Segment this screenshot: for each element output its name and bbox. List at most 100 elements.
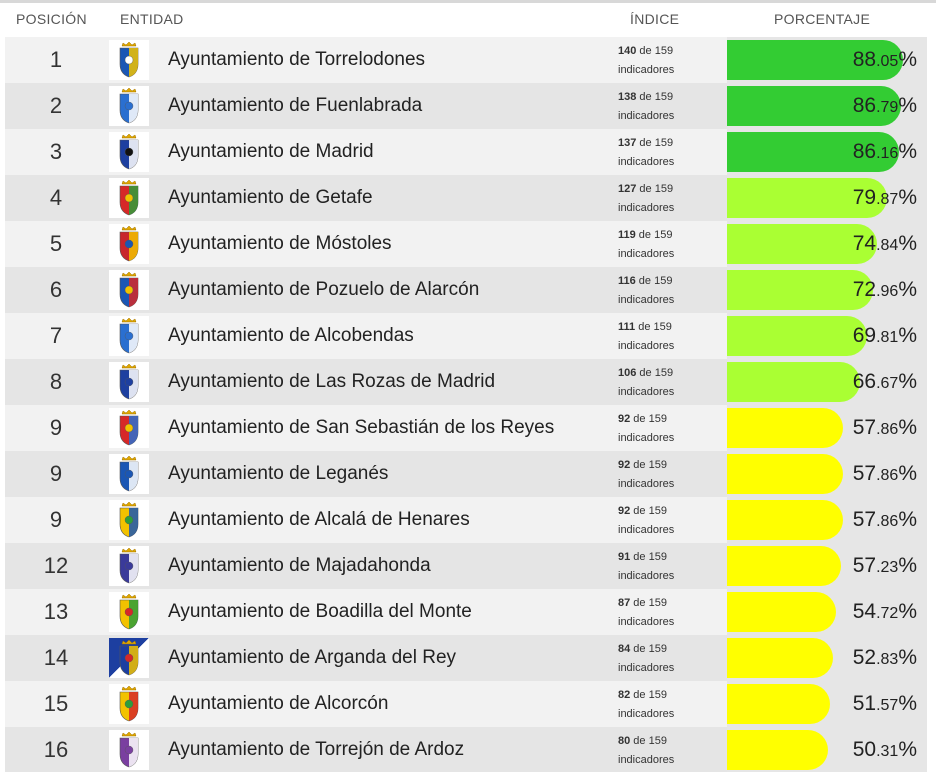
indicator-total: de 159: [636, 183, 674, 195]
top-divider: [0, 0, 936, 3]
indicator-label: indicadores: [618, 64, 675, 76]
torrelodones-coat-of-arms-icon: [109, 40, 149, 80]
table-row[interactable]: 15 Ayuntamiento de Alcorcón 82 de 159 in…: [5, 681, 927, 727]
indicator-count: 111: [618, 321, 636, 333]
entity-name[interactable]: Ayuntamiento de Torrelodones: [168, 49, 426, 70]
rank-position: 2: [49, 93, 63, 118]
entity-name[interactable]: Ayuntamiento de Majadahonda: [168, 555, 431, 576]
table-row[interactable]: 16 Ayuntamiento de Torrejón de Ardoz 80 …: [5, 727, 927, 772]
indicator-label: indicadores: [618, 478, 675, 490]
table-row[interactable]: 1 Ayuntamiento de Torrelodones 140 de 15…: [5, 37, 927, 83]
indicator-total: de 159: [636, 45, 674, 57]
table-row[interactable]: 9 Ayuntamiento de San Sebastián de los R…: [5, 405, 927, 451]
table-row[interactable]: 13 Ayuntamiento de Boadilla del Monte 87…: [5, 589, 927, 635]
percentage-value: 52.83%: [852, 646, 917, 669]
percentage-bar: [727, 730, 828, 770]
table-row[interactable]: 7 Ayuntamiento de Alcobendas 111 de 159 …: [5, 313, 927, 359]
percentage-value: 74.84%: [852, 232, 917, 255]
table-row[interactable]: 6 Ayuntamiento de Pozuelo de Alarcón 116…: [5, 267, 927, 313]
entity-name[interactable]: Ayuntamiento de Alcobendas: [168, 325, 414, 346]
indicator-total: de 159: [630, 505, 667, 517]
table-row[interactable]: 5 Ayuntamiento de Móstoles 119 de 159 in…: [5, 221, 927, 267]
table-row[interactable]: 14 Ayuntamiento de Arganda del Rey 84 de…: [5, 635, 927, 681]
index-indicators: 80 de 159 indicadores: [618, 732, 718, 770]
column-header-entity[interactable]: ENTIDAD: [120, 11, 184, 27]
table-header: POSICIÓN ENTIDAD ÍNDICE PORCENTAJE: [0, 0, 936, 37]
percentage-bar: [727, 316, 867, 356]
percentage-value: 66.67%: [852, 370, 917, 393]
percentage-track: 86.16%: [727, 129, 927, 175]
indicator-label: indicadores: [618, 294, 675, 306]
percentage-value: 86.16%: [852, 140, 917, 163]
column-header-percentage[interactable]: PORCENTAJE: [774, 11, 871, 27]
column-header-position[interactable]: POSICIÓN: [16, 11, 87, 27]
entity-name[interactable]: Ayuntamiento de Getafe: [168, 187, 373, 208]
percentage-bar: [727, 224, 877, 264]
indicator-total: de 159: [630, 551, 667, 563]
entity-name[interactable]: Ayuntamiento de Pozuelo de Alarcón: [168, 279, 480, 300]
entity-name[interactable]: Ayuntamiento de Madrid: [168, 141, 374, 162]
rank-position: 9: [49, 461, 63, 486]
entity-name[interactable]: Ayuntamiento de Móstoles: [168, 233, 392, 254]
rank-position: 7: [49, 323, 63, 348]
percentage-value: 51.57%: [852, 692, 917, 715]
table-row[interactable]: 8 Ayuntamiento de Las Rozas de Madrid 10…: [5, 359, 927, 405]
indicator-count: 137: [618, 137, 637, 149]
percentage-bar: [727, 270, 873, 310]
percentage-track: 74.84%: [727, 221, 927, 267]
indicator-count: 92: [618, 505, 631, 517]
indicator-count: 138: [618, 91, 637, 103]
entity-name[interactable]: Ayuntamiento de Boadilla del Monte: [168, 601, 472, 622]
rank-position: 8: [49, 369, 63, 394]
entity-name[interactable]: Ayuntamiento de Arganda del Rey: [168, 647, 457, 668]
indicator-total: de 159: [636, 367, 674, 379]
entity-name[interactable]: Ayuntamiento de Torrejón de Ardoz: [168, 739, 465, 760]
entity-name[interactable]: Ayuntamiento de Alcalá de Henares: [168, 509, 470, 530]
rank-position: 13: [43, 599, 69, 624]
alcobendas-coat-of-arms-icon: [109, 316, 149, 356]
table-row[interactable]: 4 Ayuntamiento de Getafe 127 de 159 indi…: [5, 175, 927, 221]
entity-name[interactable]: Ayuntamiento de San Sebastián de los Rey…: [168, 417, 555, 438]
table-row[interactable]: 9 Ayuntamiento de Alcalá de Henares 92 d…: [5, 497, 927, 543]
indicator-total: de 159: [630, 689, 667, 701]
ranking-table-body: 1 Ayuntamiento de Torrelodones 140 de 15…: [5, 37, 927, 772]
table-row[interactable]: 12 Ayuntamiento de Majadahonda 91 de 159…: [5, 543, 927, 589]
table-row[interactable]: 2 Ayuntamiento de Fuenlabrada 138 de 159…: [5, 83, 927, 129]
percentage-track: 72.96%: [727, 267, 927, 313]
table-row[interactable]: 3 Ayuntamiento de Madrid 137 de 159 indi…: [5, 129, 927, 175]
pozuelo-coat-of-arms-icon: [109, 270, 149, 310]
entity-name[interactable]: Ayuntamiento de Fuenlabrada: [168, 95, 423, 116]
percentage-bar: [727, 454, 843, 494]
table-row[interactable]: 9 Ayuntamiento de Leganés 92 de 159 indi…: [5, 451, 927, 497]
torrejon-coat-of-arms-icon: [109, 730, 149, 770]
indicator-count: 106: [618, 367, 637, 379]
rank-position: 3: [49, 139, 63, 164]
indicator-label: indicadores: [618, 754, 675, 766]
indicator-count: 119: [618, 229, 636, 241]
indicator-label: indicadores: [618, 386, 675, 398]
entity-name[interactable]: Ayuntamiento de Alcorcón: [168, 693, 389, 714]
rank-position: 4: [49, 185, 63, 210]
index-indicators: 92 de 159 indicadores: [618, 410, 718, 448]
rank-position: 14: [43, 645, 69, 670]
indicator-count: 92: [618, 413, 631, 425]
arganda-logo-icon: [109, 638, 149, 678]
entity-name[interactable]: Ayuntamiento de Leganés: [168, 463, 389, 484]
entity-name[interactable]: Ayuntamiento de Las Rozas de Madrid: [168, 371, 496, 392]
alcala-coat-of-arms-icon: [109, 500, 149, 540]
percentage-value: 54.72%: [852, 600, 917, 623]
indicator-total: de 159: [635, 321, 672, 333]
column-header-index[interactable]: ÍNDICE: [630, 11, 680, 27]
index-indicators: 91 de 159 indicadores: [618, 548, 718, 586]
percentage-value: 79.87%: [852, 186, 917, 209]
percentage-bar: [727, 86, 901, 126]
percentage-track: 66.67%: [727, 359, 927, 405]
percentage-track: 86.79%: [727, 83, 927, 129]
index-indicators: 140 de 159 indicadores: [618, 42, 718, 80]
percentage-track: 69.81%: [727, 313, 927, 359]
majadahonda-logo-icon: [109, 546, 149, 586]
index-indicators: 87 de 159 indicadores: [618, 594, 718, 632]
percentage-bar: [727, 500, 843, 540]
indicator-label: indicadores: [618, 340, 675, 352]
indicator-total: de 159: [630, 643, 667, 655]
